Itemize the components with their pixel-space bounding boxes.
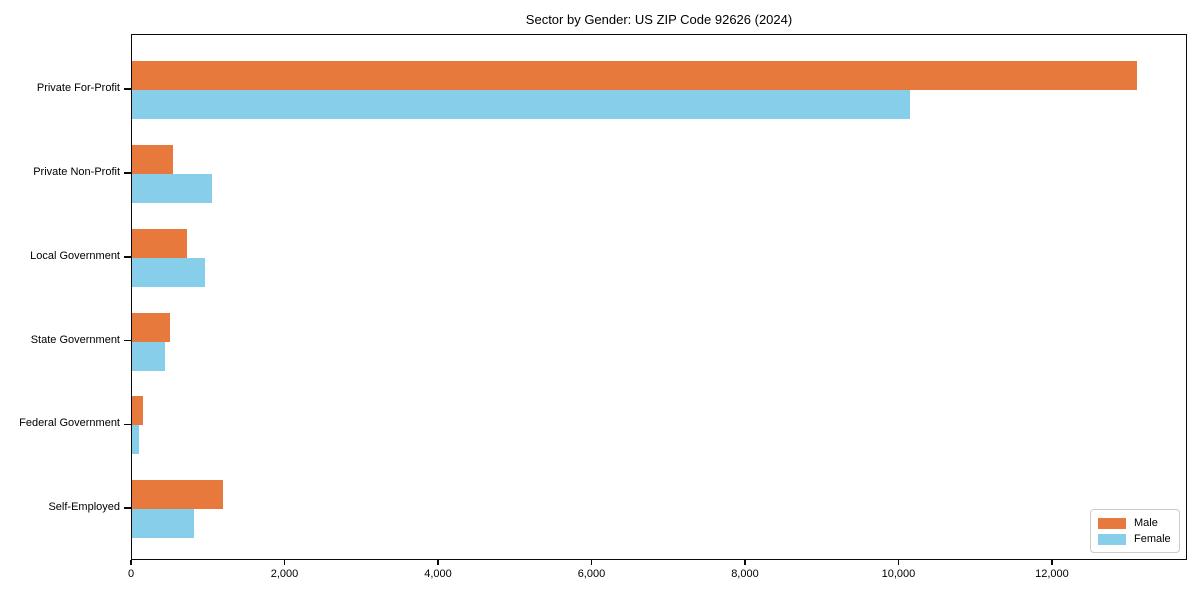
bar-female-2 [132,174,212,204]
bar-female-5 [132,425,139,455]
bar-male-6 [132,480,223,510]
x-tick-mark [283,560,286,565]
chart-title: Sector by Gender: US ZIP Code 92626 (202… [525,12,793,27]
bar-female-3 [132,257,205,287]
y-tick-mark [124,256,131,258]
plot-area [131,34,1187,560]
x-tick-label: 8,000 [731,568,759,580]
male-color-swatch [1098,517,1126,529]
x-tick-label: 0 [127,568,135,580]
y-tick-label: State Government [30,333,120,346]
x-tick-mark [1051,560,1053,565]
female-color-swatch [1098,533,1126,545]
y-tick-label: Private For-Profit [36,82,120,95]
legend: Male Female [1090,509,1180,553]
bar-male-2 [132,145,174,175]
x-tick-label: 12,000 [1035,568,1069,580]
x-tick-mark [897,560,900,565]
y-tick-mark [124,88,131,90]
y-tick-mark [124,423,131,426]
bar-male-5 [132,396,143,426]
x-tick-label: 2,000 [270,568,299,580]
y-tick-mark [124,507,131,509]
x-tick-mark [437,560,439,565]
legend-label-female: Female [1134,533,1171,545]
bar-female-4 [132,341,165,371]
x-tick-mark [590,560,593,565]
legend-item-male: Male [1098,517,1172,529]
bar-male-3 [132,228,188,258]
x-tick-label: 4,000 [424,568,452,580]
bar-male-1 [132,61,1138,91]
y-tick-label: Local Government [30,249,120,262]
legend-item-female: Female [1098,533,1172,545]
bar-female-1 [132,90,911,120]
y-tick-label: Self-Employed [48,501,120,514]
y-tick-label: Private Non-Profit [33,166,120,179]
x-tick-mark [744,560,746,565]
legend-label-male: Male [1134,517,1158,529]
y-tick-mark [124,172,131,174]
x-tick-label: 10,000 [881,568,916,580]
y-tick-label: Federal Government [19,417,120,430]
y-tick-mark [124,339,131,342]
bar-male-4 [132,312,170,342]
x-tick-label: 6,000 [577,568,606,580]
x-tick-mark [130,560,132,565]
bar-female-6 [132,509,195,539]
